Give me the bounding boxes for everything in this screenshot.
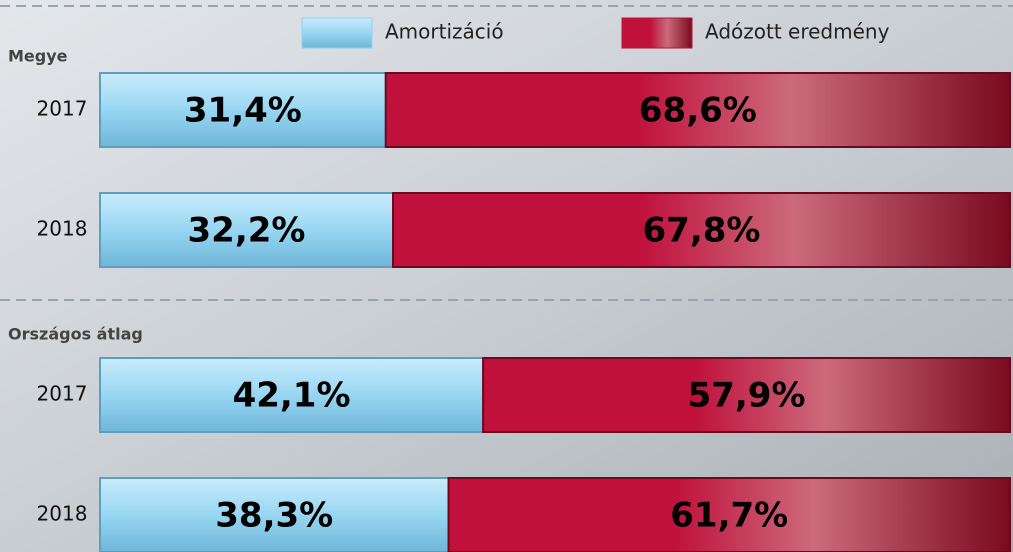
legend-label: Adózott eredmény — [705, 20, 890, 44]
value-label: 32,2% — [188, 211, 306, 251]
value-label: 42,1% — [233, 376, 351, 416]
legend-swatch — [622, 18, 692, 48]
category-label: 2018 — [37, 502, 88, 526]
category-label: 2017 — [37, 382, 88, 406]
value-label: 68,6% — [639, 91, 757, 131]
group-label: Országos átlag — [8, 325, 143, 344]
value-label: 67,8% — [643, 211, 761, 251]
value-label: 31,4% — [184, 91, 302, 131]
value-label: 61,7% — [670, 496, 788, 536]
legend-swatch — [302, 18, 372, 48]
chart: Amortizáció Adózott eredmény Megye 2017 31,4… — [0, 0, 1013, 552]
group-label: Megye — [8, 47, 68, 66]
category-label: 2018 — [37, 217, 88, 241]
value-label: 57,9% — [688, 376, 806, 416]
legend-label: Amortizáció — [385, 20, 504, 44]
category-label: 2017 — [37, 97, 88, 121]
value-label: 38,3% — [215, 496, 333, 536]
